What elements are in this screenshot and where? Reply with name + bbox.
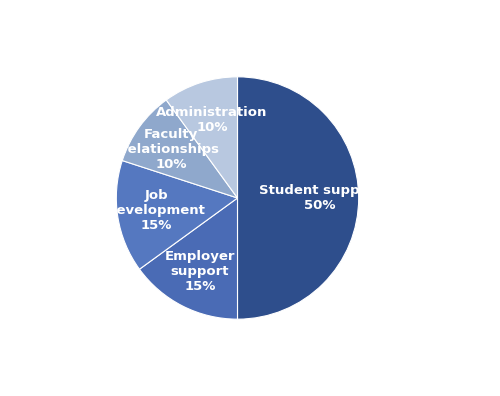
Wedge shape xyxy=(116,160,238,269)
Text: Faculty
relationships
10%: Faculty relationships 10% xyxy=(122,128,220,171)
Text: Administration
10%: Administration 10% xyxy=(156,106,268,133)
Wedge shape xyxy=(122,100,238,198)
Text: Employer
support
15%: Employer support 15% xyxy=(165,250,236,293)
Text: Student support
50%: Student support 50% xyxy=(258,184,381,212)
Text: Job
development
15%: Job development 15% xyxy=(107,189,205,232)
Wedge shape xyxy=(238,77,358,319)
Wedge shape xyxy=(166,77,238,198)
Wedge shape xyxy=(140,198,237,319)
